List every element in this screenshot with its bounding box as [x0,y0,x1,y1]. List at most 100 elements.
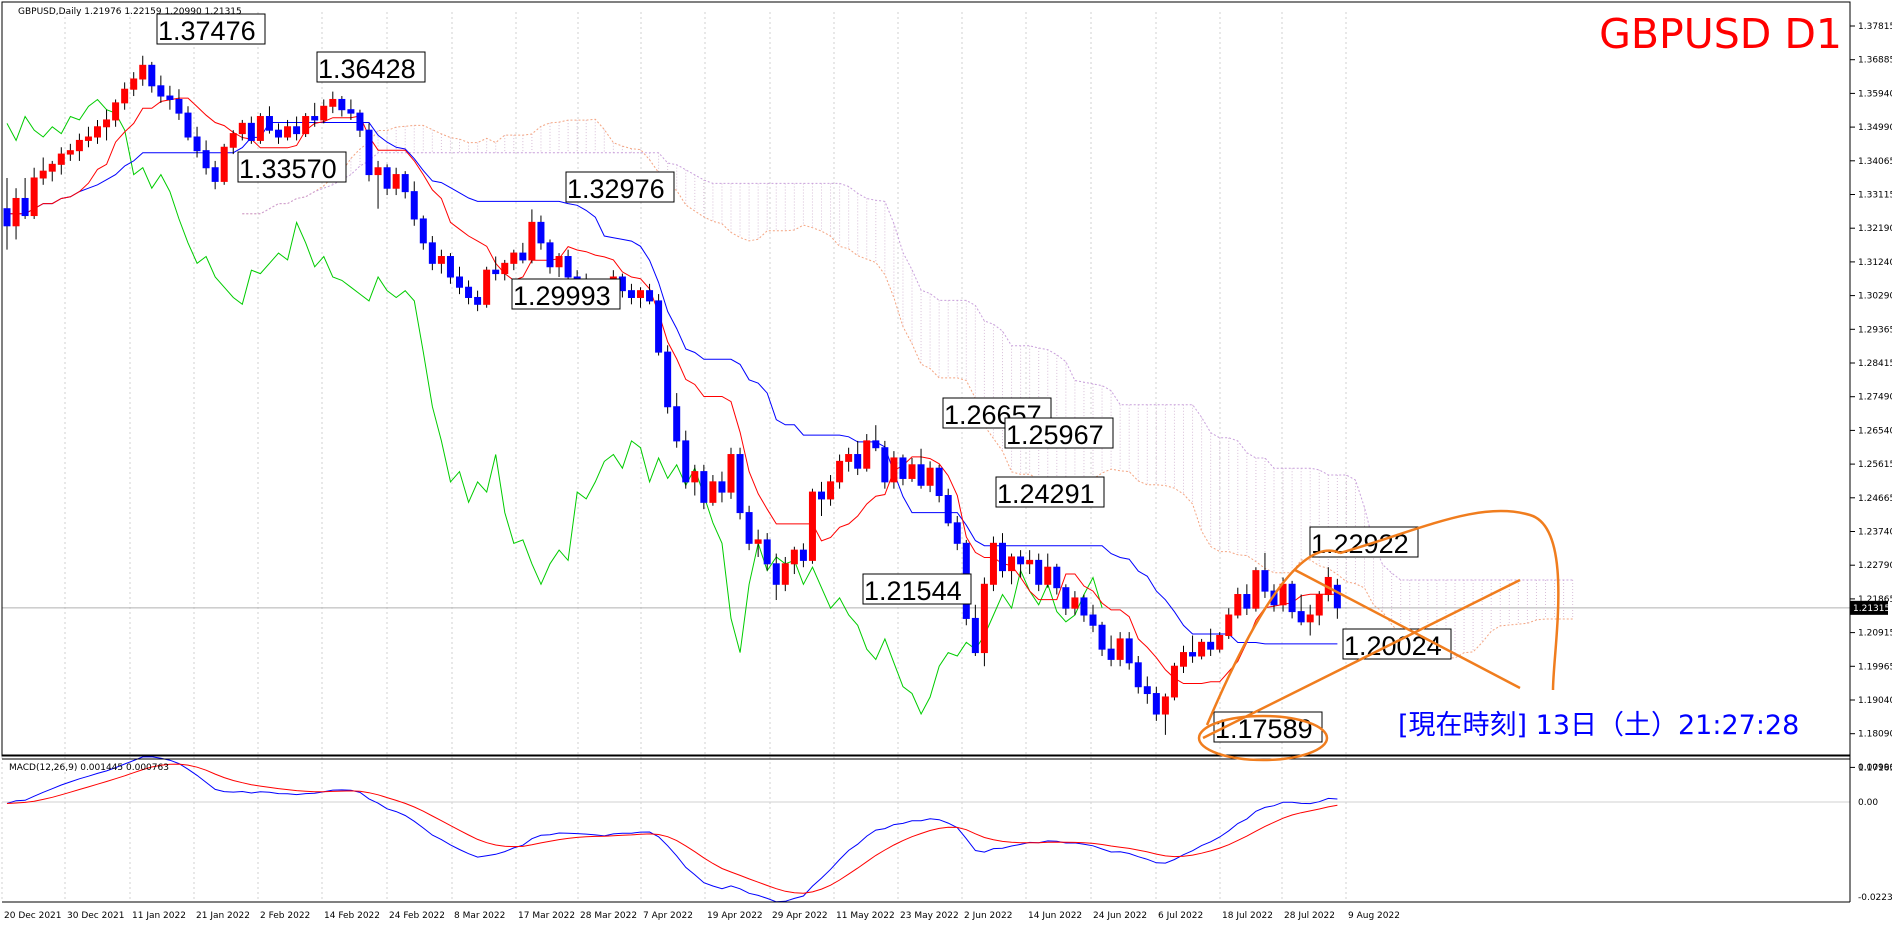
candle-body [265,116,273,131]
candle-body [21,197,29,217]
candle-body [311,116,319,121]
candle-body [446,256,454,278]
candle-body [284,126,292,138]
price-tag-bg [1850,600,1888,615]
candle-body [971,617,979,654]
x-axis-label: 14 Jun 2022 [1028,911,1082,921]
candle-body [410,191,418,220]
candle-body [139,64,147,80]
candle-body [845,454,853,462]
price-label-box [1342,628,1452,660]
y-axis-label: 1.21865 [1858,595,1892,605]
candle-body [655,300,663,353]
price-label-box [565,171,675,203]
candle-body [501,262,509,275]
candle-body [1252,570,1260,609]
indicator-lines [6,97,1573,716]
y-axis-label: 1.32190 [1858,224,1892,234]
price-label-box [995,476,1105,508]
ichimoku-cloud [323,119,1574,659]
candle-body [121,88,129,104]
price-label: 1.29993 [513,281,611,311]
candle-body [1198,641,1206,657]
current-time: [現在時刻] 13日（土）21:27:28 [1398,710,1799,741]
macd-axis-label: 0.00 [1858,798,1878,808]
candle-body [1008,556,1016,572]
candle-body [356,112,364,131]
candle-body [401,174,409,193]
x-axis-label: 11 Jan 2022 [132,911,186,921]
x-axis-label: 24 Jun 2022 [1093,911,1147,921]
candle-body [799,549,807,561]
y-axis-label: 1.28415 [1858,359,1892,369]
candle-body [392,174,400,189]
x-axis-label: 30 Dec 2021 [67,911,125,921]
candle-body [275,129,282,138]
price-label: 1.36428 [318,54,416,84]
candle-body [1216,635,1224,650]
symbol-info: GBPUSD,Daily 1.21976 1.22159 1.20990 1.2… [18,7,242,17]
price-tag: 1.21315 [1853,604,1890,614]
y-axis-label: 1.29365 [1858,325,1892,335]
price-label-box [156,13,266,45]
y-axis-label: 1.26540 [1858,426,1892,436]
x-axis-label: 2 Jun 2022 [964,911,1012,921]
x-axis-label: 11 May 2022 [836,911,895,921]
candle-body [229,133,237,148]
y-axis-label: 1.35940 [1858,89,1892,99]
x-axis-label: 2 Feb 2022 [260,911,310,921]
candle-body [555,256,563,268]
y-axis-label: 1.37815 [1858,22,1892,32]
candle-body [827,481,835,500]
x-axis-label: 21 Jan 2022 [196,911,250,921]
candle-body [184,112,192,138]
x-axis-label: 6 Jul 2022 [1158,911,1203,921]
candle-body [1134,662,1142,688]
chart-title: GBPUSD D1 [1599,10,1842,58]
candle-body [745,512,753,544]
candle-body [1089,614,1097,626]
candle-body [30,177,38,217]
tenkan-sen [7,97,1338,684]
candle-body [935,467,943,497]
x-axis-label: 29 Apr 2022 [772,911,828,921]
candle-body [890,457,898,483]
candle-body [1152,693,1160,715]
price-label-box [511,278,621,310]
projection-arc-left [1205,549,1341,726]
price-label-box [1309,526,1419,558]
candle-body [546,242,554,268]
y-axis-label: 1.25615 [1858,460,1892,470]
candle-body [519,252,527,261]
grid [1,12,1850,902]
price-label: 1.20024 [1344,631,1442,661]
price-label-box [862,573,972,605]
x-axis-label: 7 Apr 2022 [643,911,693,921]
candle-body [646,290,654,302]
candle-body [211,167,219,182]
candle-body [1161,696,1169,715]
candle-body [374,167,382,176]
candle-body [320,105,328,121]
price-label-box [316,51,426,83]
x-axis-label: 28 Mar 2022 [580,911,637,921]
candle-body [1243,594,1251,609]
x-axis-label: 14 Feb 2022 [324,911,380,921]
candle-body [980,583,988,654]
price-label: 1.22922 [1311,529,1409,559]
low-highlight-ellipse [1197,714,1329,762]
candle-body [103,119,111,128]
candle-body [12,197,20,227]
candle-body [808,491,816,561]
candle-body [293,126,301,135]
candle-body [627,290,635,298]
price-label-box [237,151,347,183]
candle-body [1044,566,1052,585]
candle-body [130,78,138,90]
candle-body [564,256,572,278]
candle-body [673,406,681,442]
candle-body [1080,597,1088,616]
y-axis-label: 1.36885 [1858,56,1892,66]
